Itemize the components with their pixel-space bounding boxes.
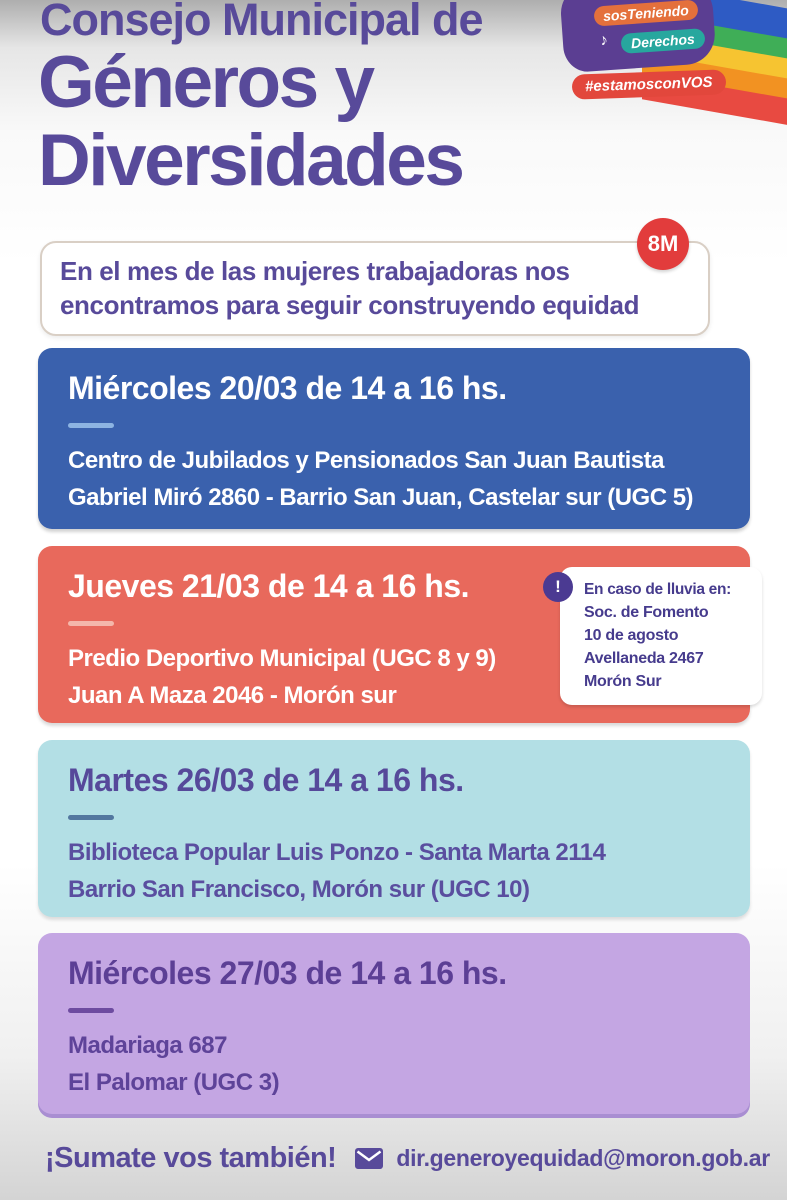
rain-note-address: Avellaneda 2467 (584, 650, 704, 667)
event-title: Miércoles 27/03 de 14 a 16 hs. (68, 955, 507, 991)
event-venue: Biblioteca Popular Luis Ponzo - Santa Ma… (68, 839, 606, 866)
page-title-line1: Géneros y (38, 42, 375, 123)
rain-note-lead: En caso de lluvia en: (584, 581, 732, 598)
rain-note-venue: Soc. de Fomento (584, 604, 709, 621)
title-divider (68, 815, 114, 820)
rain-note-venue2: 10 de agosto (584, 627, 679, 644)
intro-text-line1: En el mes de las mujeres trabajadoras no… (60, 256, 570, 286)
header-kicker: Consejo Municipal de (40, 0, 484, 45)
title-divider (68, 423, 114, 428)
intro-box: En el mes de las mujeres trabajadoras no… (40, 241, 710, 336)
event-card-miercoles-27: Miércoles 27/03 de 14 a 16 hs. Madariaga… (38, 933, 750, 1114)
event-card-jueves-21: Jueves 21/03 de 14 a 16 hs. Predio Depor… (38, 546, 762, 723)
page-title-line2: Diversidades (38, 120, 465, 201)
badge-8m: 8M (637, 218, 689, 270)
page-title: Géneros y Diversidades (38, 42, 465, 201)
event-address: Juan A Maza 2046 - Morón sur (68, 682, 397, 709)
title-divider (68, 621, 114, 626)
event-address: Madariaga 687 (68, 1032, 227, 1059)
event-venue: Centro de Jubilados y Pensionados San Ju… (68, 447, 664, 474)
event-card-miercoles-20: Miércoles 20/03 de 14 a 16 hs. Centro de… (38, 348, 750, 529)
event-address: Barrio San Francisco, Morón sur (UGC 10) (68, 876, 530, 903)
event-address: Gabriel Miró 2860 - Barrio San Juan, Cas… (68, 484, 694, 511)
exclamation-icon: ! (543, 572, 573, 602)
title-divider (68, 1008, 114, 1013)
event-title: Martes 26/03 de 14 a 16 hs. (68, 762, 464, 798)
footer-cta: ¡Sumate vos también! (45, 1142, 337, 1174)
event-card-martes-26: Martes 26/03 de 14 a 16 hs. Biblioteca P… (38, 740, 750, 917)
footer: ¡Sumate vos también! dir.generoyequidad@… (45, 1142, 770, 1175)
mail-icon (355, 1148, 384, 1169)
event-locality: El Palomar (UGC 3) (68, 1069, 280, 1096)
rain-note-box: En caso de lluvia en: Soc. de Fomento 10… (560, 567, 762, 705)
event-venue: Predio Deportivo Municipal (UGC 8 y 9) (68, 645, 496, 672)
event-title: Miércoles 20/03 de 14 a 16 hs. (68, 370, 507, 406)
event-title: Jueves 21/03 de 14 a 16 hs. (68, 568, 470, 604)
contact-email: dir.generoyequidad@moron.gob.ar (396, 1145, 770, 1171)
hashtag-badge: #estamosconVOS (571, 69, 726, 100)
intro-text-line2: encontramos para seguir construyendo equ… (60, 290, 640, 320)
rain-note-locality: Morón Sur (584, 673, 662, 690)
